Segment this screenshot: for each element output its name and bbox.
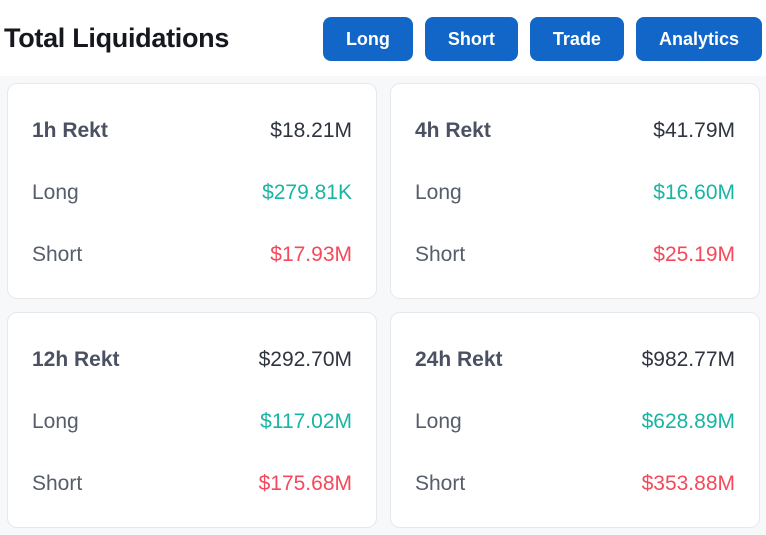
long-label: Long [415,410,462,433]
card-header-row: 1h Rekt $18.21M [32,118,352,144]
card-header-row: 4h Rekt $41.79M [415,118,735,144]
short-label: Short [32,243,83,266]
card-24h-rekt: 24h Rekt $982.77M Long $628.89M Short $3… [390,312,760,528]
long-value: $117.02M [260,410,352,433]
long-value: $279.81K [262,181,352,204]
short-label: Short [415,472,466,495]
header: Total Liquidations Long Short Trade Anal… [0,0,766,76]
short-value: $353.88M [641,472,735,495]
long-row: Long $628.89M [415,409,735,435]
period-label: 12h Rekt [32,348,120,371]
card-12h-rekt: 12h Rekt $292.70M Long $117.02M Short $1… [7,312,377,528]
analytics-button[interactable]: Analytics [635,17,762,61]
filter-button-group: Long Short Trade Analytics [322,15,762,61]
short-label: Short [32,472,83,495]
long-row: Long $279.81K [32,180,352,206]
short-value: $25.19M [653,243,735,266]
short-value: $17.93M [270,243,352,266]
long-button[interactable]: Long [322,17,413,61]
card-header-row: 12h Rekt $292.70M [32,347,352,373]
short-row: Short $17.93M [32,242,352,268]
long-label: Long [32,181,79,204]
short-button[interactable]: Short [424,17,518,61]
card-4h-rekt: 4h Rekt $41.79M Long $16.60M Short $25.1… [390,83,760,299]
total-value: $292.70M [258,348,352,371]
total-value: $41.79M [653,119,735,142]
long-label: Long [415,181,462,204]
long-row: Long $117.02M [32,409,352,435]
period-label: 4h Rekt [415,119,491,142]
period-label: 1h Rekt [32,119,108,142]
short-row: Short $175.68M [32,471,352,497]
short-row: Short $353.88M [415,471,735,497]
page-title: Total Liquidations [4,22,230,53]
cards-section: 1h Rekt $18.21M Long $279.81K Short $17.… [0,76,766,535]
short-row: Short $25.19M [415,242,735,268]
short-value: $175.68M [258,472,352,495]
long-row: Long $16.60M [415,180,735,206]
trade-button[interactable]: Trade [529,17,624,61]
total-value: $18.21M [270,119,352,142]
long-value: $16.60M [653,181,735,204]
short-label: Short [415,243,466,266]
total-value: $982.77M [641,348,735,371]
period-label: 24h Rekt [415,348,503,371]
long-value: $628.89M [641,410,735,433]
cards-grid: 1h Rekt $18.21M Long $279.81K Short $17.… [7,83,760,528]
long-label: Long [32,410,79,433]
card-1h-rekt: 1h Rekt $18.21M Long $279.81K Short $17.… [7,83,377,299]
card-header-row: 24h Rekt $982.77M [415,347,735,373]
